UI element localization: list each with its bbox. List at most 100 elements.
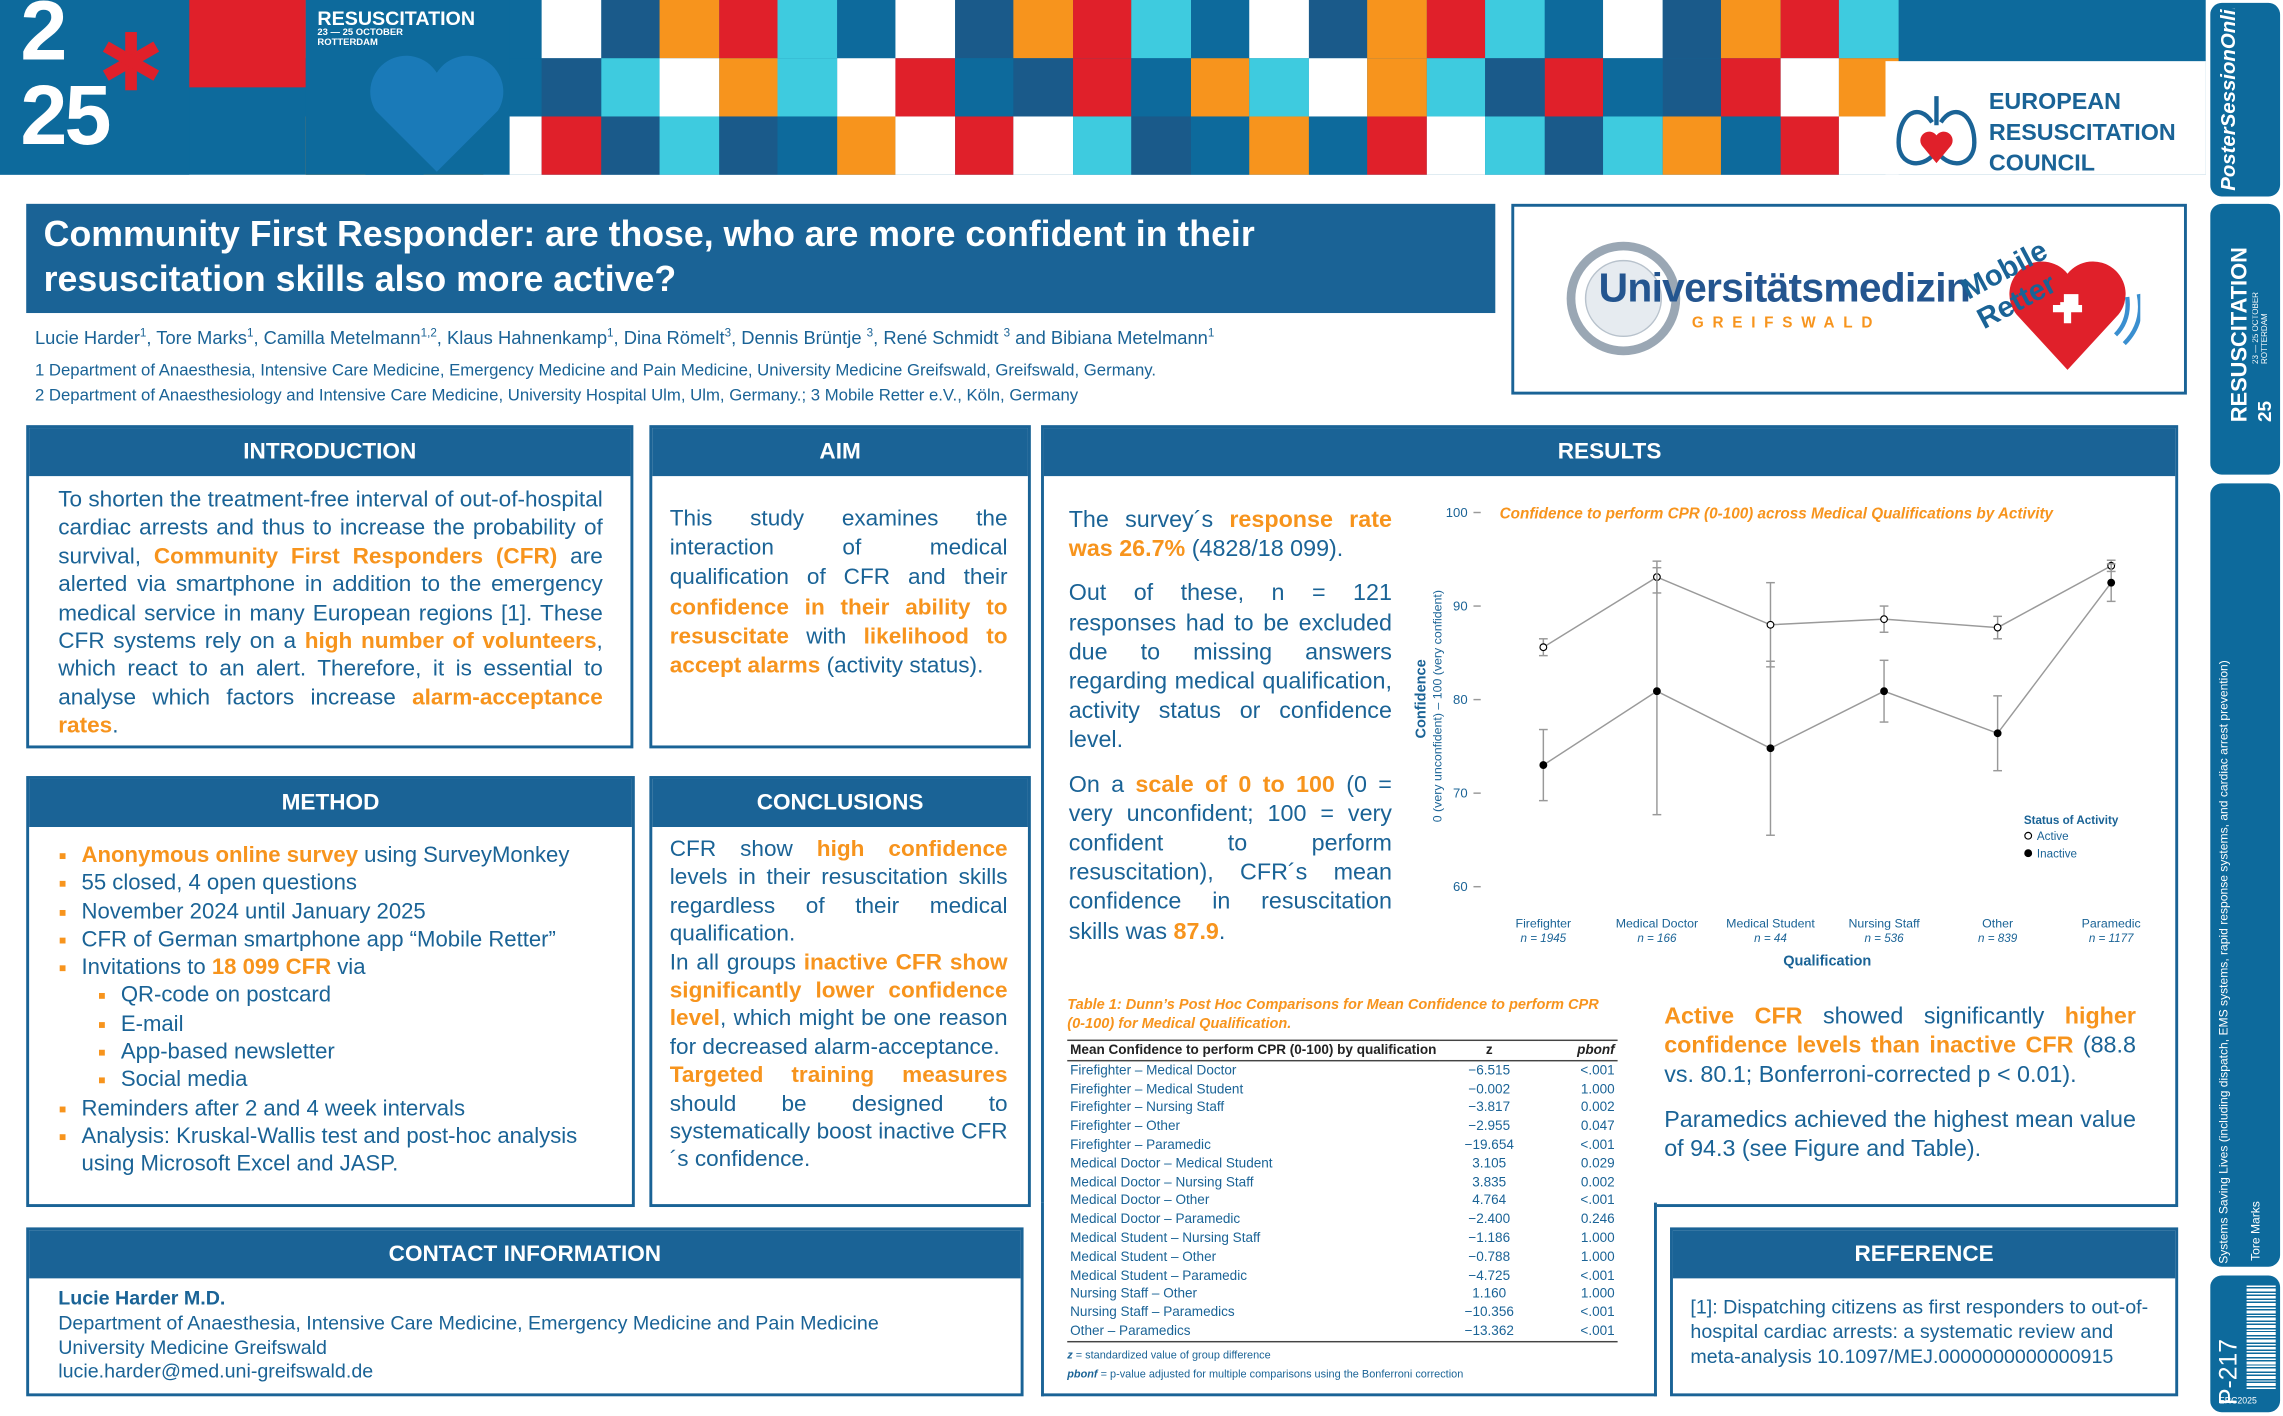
text-run: with <box>788 624 864 650</box>
data-point <box>1766 620 1775 629</box>
pattern-tile <box>1603 116 1663 175</box>
section-heading: REFERENCE <box>1672 1230 2176 1279</box>
legend-marker <box>2024 849 2033 858</box>
pattern-tile <box>1367 58 1427 117</box>
bullet-item: Anonymous online survey using SurveyMonk… <box>82 842 621 870</box>
data-point <box>1766 744 1775 753</box>
year-bottom: 25 <box>20 68 111 164</box>
table-cell: −2.400 <box>1468 1211 1511 1227</box>
y-tick-label: 80 <box>1453 692 1468 707</box>
table-cell: 1.000 <box>1580 1286 1615 1301</box>
highlight: Targeted training measures <box>669 1063 1008 1088</box>
x-axis-title: Qualification <box>1783 953 1871 969</box>
congress-dates: 23 — 25 OCTOBER <box>317 27 403 38</box>
y-tick-label: 60 <box>1453 879 1468 894</box>
table-cell: <.001 <box>1580 1323 1615 1338</box>
pattern-tile <box>1249 0 1309 59</box>
highlight: high confidence <box>816 837 1008 862</box>
y-axis-subtitle: 0 (very unconfident) – 100 (very confide… <box>1430 590 1444 822</box>
table-cell: Medical Doctor – Medical Student <box>1070 1155 1273 1171</box>
table-row: Medical Student – Nursing Staff −1.186 1.0… <box>1067 1229 1617 1248</box>
pattern-tile <box>1367 0 1427 59</box>
author-name: and Bibiana Metelmann <box>1010 327 1208 349</box>
y-tick-label: 70 <box>1453 786 1468 801</box>
bullet-item: Reminders after 2 and 4 week intervals <box>82 1094 621 1122</box>
data-point <box>1652 687 1661 696</box>
data-point <box>2107 578 2116 587</box>
text-run: To shorten the treatment-free interval o… <box>58 487 603 570</box>
logo-box <box>1511 203 2187 395</box>
text-run: Invitations to <box>81 955 212 981</box>
highlight: high number of volunteers <box>304 629 597 654</box>
table-row: Firefighter – Other −2.955 0.047 <box>1067 1117 1617 1136</box>
results-right: Active CFR showed significantly higher c… <box>1664 1003 2136 1207</box>
sidebar-panel <box>2210 483 2281 1267</box>
table-cell: Medical Doctor – Paramedic <box>1070 1211 1241 1227</box>
section-body: This study examines the interaction of m… <box>652 476 1028 682</box>
legend-title: Status of Activity <box>2024 814 2119 827</box>
x-tick-label: Medical Doctor <box>1616 916 1698 930</box>
table-note: z = standardized value of group differen… <box>1067 1348 1620 1365</box>
bullet-item: November 2024 until January 2025 <box>82 898 621 926</box>
table-cell: 1.000 <box>1580 1230 1615 1245</box>
author-name: , Dina Römelt <box>613 327 725 349</box>
legend-marker <box>2024 831 2033 840</box>
pattern-tile <box>1131 116 1191 175</box>
conclusions: CONCLUSIONS CFR show high confidence leve… <box>649 776 1031 1208</box>
introduction: INTRODUCTION To shorten the treatment-fre… <box>26 425 634 749</box>
pattern-tile <box>541 116 601 175</box>
table-cell: Medical Student – Other <box>1070 1248 1217 1264</box>
text-run: CFR of German smartphone app “Mobile Ret… <box>81 927 556 953</box>
highlight: confidence in their ability to resuscita… <box>669 594 1008 650</box>
table-cell: 1.000 <box>1580 1248 1615 1264</box>
text-run: (4828/18 099). <box>1185 537 1344 563</box>
affiliation: 2 Department of Anaesthesiology and Inte… <box>34 387 1079 405</box>
affiliation-mark: 1,2 <box>420 326 437 340</box>
affiliation-mark: 1 <box>1207 326 1215 340</box>
pattern-tile <box>836 116 896 175</box>
pattern-tile <box>718 116 778 175</box>
pattern-tile <box>1013 0 1073 59</box>
table-cell: −19.654 <box>1464 1137 1514 1152</box>
seal-core <box>1584 259 1663 338</box>
pattern-tile <box>541 58 601 117</box>
affiliation-mark: 1 <box>607 326 614 340</box>
note-text: = p-value adjusted for multiple comparis… <box>1097 1367 1464 1381</box>
table-cell: Firefighter – Paramedic <box>1070 1137 1211 1152</box>
section-body: Anonymous online survey using SurveyMonk… <box>29 827 632 1179</box>
table-cell: Firefighter – Medical Doctor <box>1070 1062 1237 1078</box>
text-run: (activity status). <box>820 653 984 679</box>
paragraph: The survey´s response rate was 26.7% (48… <box>1069 507 1392 566</box>
text-run: Reminders after 2 and 4 week intervals <box>81 1095 466 1121</box>
pattern-tile <box>1662 58 1721 117</box>
congress-city: ROTTERDAM <box>317 37 378 49</box>
table-cell: <.001 <box>1580 1267 1615 1283</box>
section-heading: RESULTS <box>1043 428 2176 477</box>
pattern-tile <box>659 116 719 175</box>
pattern-tile <box>1367 116 1427 175</box>
results-extension <box>1041 1202 1657 1397</box>
university-seal <box>1566 241 1681 356</box>
chart-title: Confidence to perform CPR (0-100) across… <box>1500 505 2055 522</box>
seal-ring <box>1566 241 1681 356</box>
table-cell: Firefighter – Other <box>1070 1118 1180 1134</box>
section-heading: CONCLUSIONS <box>652 778 1028 828</box>
heart-shape <box>370 55 504 172</box>
highlight: Active CFR <box>1664 1004 1803 1030</box>
data-point <box>1880 615 1888 624</box>
pattern-tile <box>541 0 601 59</box>
pattern-tile <box>1308 116 1368 175</box>
legend-label: Active <box>2037 830 2069 843</box>
pattern-tile <box>1544 0 1604 59</box>
results-left: The survey´s response rate was 26.7% (48… <box>1069 507 1392 944</box>
method: METHOD Anonymous online survey using Surv… <box>26 776 635 1208</box>
paragraph: Targeted training measures should be des… <box>670 1062 1008 1175</box>
text-run: Paramedics achieved the highest mean val… <box>1664 1107 2136 1162</box>
table-row: Firefighter – Medical Doctor −6.515 <.001 <box>1067 1060 1617 1079</box>
pattern-tile <box>1779 0 1839 59</box>
highlight: 87.9 <box>1173 919 1219 945</box>
year-top: 2 <box>20 0 68 79</box>
column-header: z <box>1439 1039 1540 1062</box>
